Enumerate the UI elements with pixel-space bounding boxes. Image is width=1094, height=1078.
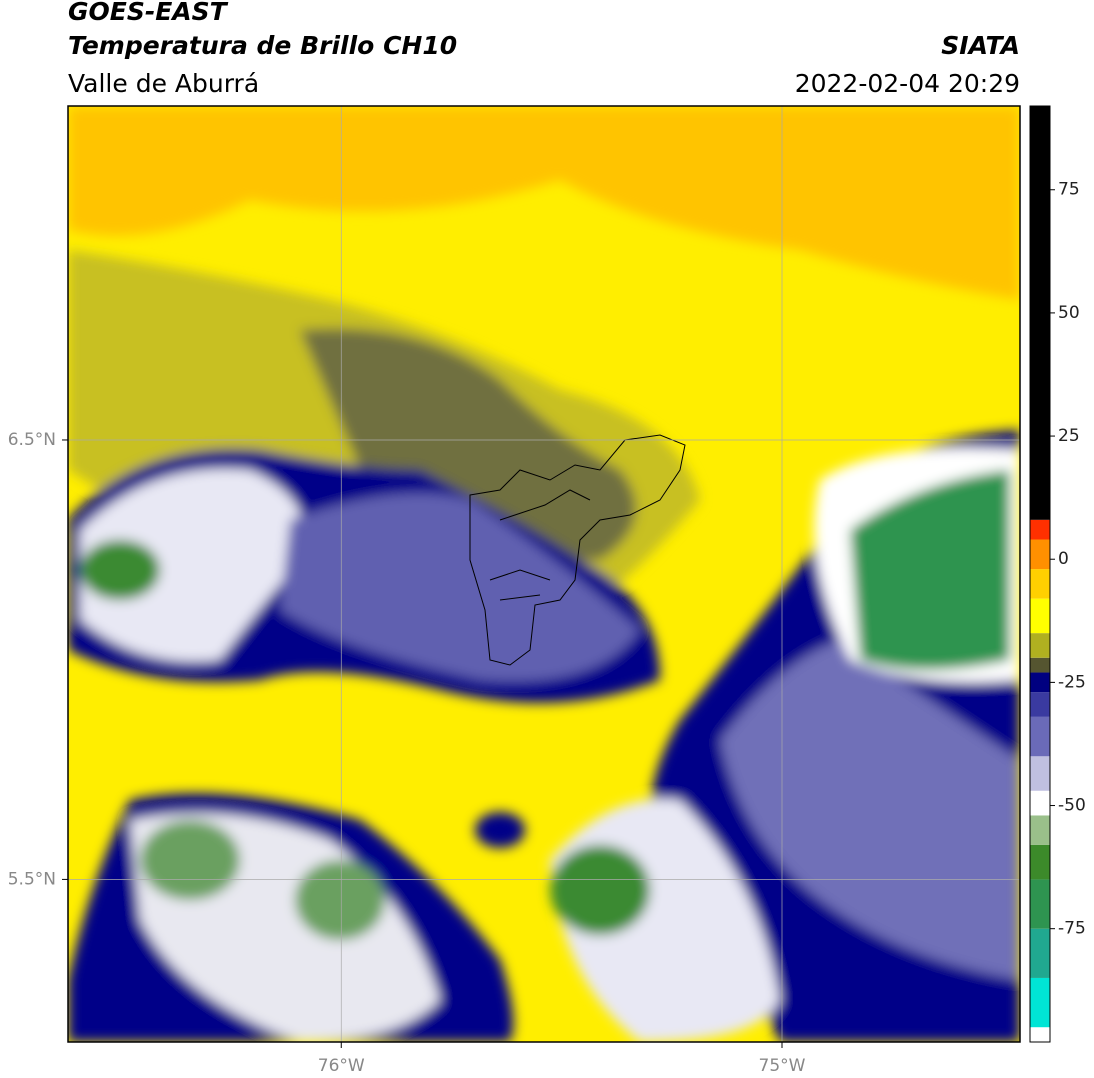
datetime: 2022-02-04 20:29 [795, 69, 1020, 98]
colorbar-segment [1030, 657, 1050, 673]
colorbar-segment [1030, 716, 1050, 757]
satellite-image [68, 106, 1020, 1042]
y-tick-label: 5.5°N [8, 869, 56, 889]
colorbar-segment [1030, 879, 1050, 929]
colorbar-segment [1030, 519, 1050, 540]
colorbar-segment [1030, 977, 1050, 1028]
title: GOES-EAST [68, 0, 229, 26]
colorbar-segment [1030, 598, 1050, 634]
subtitle: Temperatura de Brillo CH10 [68, 31, 457, 60]
region: Valle de Aburrá [68, 69, 259, 98]
colorbar-segment [1030, 815, 1050, 845]
colorbar-tick-label: 25 [1058, 426, 1080, 446]
colorbar-segment [1030, 756, 1050, 791]
colorbar-tick-label: 50 [1058, 303, 1080, 323]
colorbar-segment [1030, 672, 1050, 693]
colorbar-segment [1030, 692, 1050, 717]
colorbar-segment [1030, 1027, 1050, 1042]
plot-frame [67, 105, 1021, 1043]
colorbar-segment [1030, 539, 1050, 570]
colorbar-tick-label: -75 [1058, 919, 1086, 939]
x-tick-label: 76°W [318, 1056, 365, 1076]
colorbar-tick-label: 75 [1058, 180, 1080, 200]
colorbar-segment [1030, 569, 1050, 599]
colorbar-tick-label: -50 [1058, 796, 1086, 816]
colorbar-segment [1030, 844, 1050, 880]
colorbar-segment [1030, 928, 1050, 978]
municipality-borders [489, 489, 591, 601]
colorbar-tick-label: 0 [1058, 549, 1069, 569]
y-tick-label: 6.5°N [8, 430, 56, 450]
municipality-outline [469, 434, 686, 666]
x-tick-label: 75°W [759, 1056, 806, 1076]
colorbar-segment [1030, 633, 1050, 658]
source: SIATA [941, 31, 1020, 60]
colorbar-tick-label: -25 [1058, 672, 1086, 692]
colorbar-segment [1030, 790, 1050, 816]
colorbar-segment [1030, 106, 1050, 520]
colorbar-frame [1029, 105, 1051, 1043]
